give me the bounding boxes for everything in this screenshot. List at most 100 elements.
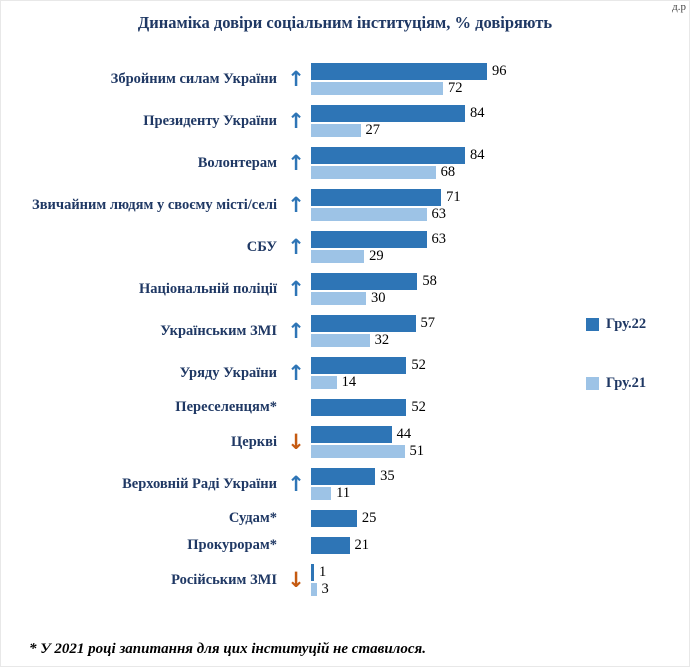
trend-up-icon: ↑: [287, 66, 305, 91]
bar-value-dec22: 44: [396, 426, 412, 442]
bar-dec21: [311, 334, 370, 347]
trend-up-icon: ↑: [287, 108, 305, 133]
bar-row-dec22: 84: [311, 147, 579, 164]
bar-row-dec22: 52: [311, 399, 579, 416]
legend-label-dec21: Гру.21: [606, 375, 647, 391]
category-label: Збройним силам України: [110, 70, 277, 87]
chart-row: Українським ЗМІ ↑ 57 32: [19, 315, 579, 348]
bar-value-dec21: 27: [365, 122, 381, 138]
category-label: Звичайним людям у своєму місті/селі: [32, 196, 277, 213]
bar-row-dec21: 3: [311, 581, 579, 597]
bar-row-dec22: 44: [311, 426, 579, 443]
bar-value-dec22: 52: [411, 357, 426, 373]
trend-up-icon: ↑: [287, 471, 305, 496]
bar-dec21: [311, 376, 337, 389]
chart-row: Збройним силам України ↑ 96 72: [19, 63, 579, 96]
bar-row-dec21: 14: [311, 374, 579, 390]
bar-dec22: [311, 63, 487, 80]
bar-group: 21: [311, 537, 579, 554]
bar-row-dec22: 57: [311, 315, 579, 332]
chart-row: Волонтерам ↑ 84 68: [19, 147, 579, 180]
bar-group: 84 68: [311, 147, 579, 180]
bar-dec22: [311, 426, 392, 443]
bar-dec22: [311, 105, 465, 122]
bar-row-dec22: 58: [311, 273, 579, 290]
chart-row: Президенту України ↑ 84 27: [19, 105, 579, 138]
bar-row-dec21: 68: [311, 164, 579, 180]
bar-value-dec21: 63: [431, 206, 447, 222]
bar-value-dec21: 29: [369, 248, 384, 264]
bar-dec21: [311, 166, 436, 179]
bar-value-dec22: 96: [492, 63, 507, 79]
bar-group: 25: [311, 510, 579, 527]
bar-value-dec22: 84: [470, 147, 485, 163]
bar-value-dec21: 68: [440, 164, 456, 180]
chart-rows: Збройним силам України ↑ 96 72 Президенту Ук…: [19, 63, 579, 606]
bar-row-dec21: 51: [311, 443, 579, 459]
chart-row: Церкві ↓ 44 51: [19, 426, 579, 459]
bar-value-dec21: 14: [341, 374, 357, 390]
bar-dec22: [311, 357, 407, 374]
category-label: СБУ: [246, 238, 277, 255]
bar-dec22: [311, 273, 418, 290]
trend-up-icon: ↑: [287, 360, 305, 385]
chart-title: Динаміка довіри соціальним інституціям, …: [137, 13, 553, 32]
corner-partial-text: д.р: [672, 1, 686, 13]
bar-dec22: [311, 468, 376, 485]
chart-row: Переселенцям* 52: [19, 399, 579, 416]
bar-group: 57 32: [311, 315, 579, 348]
bar-group: 71 63: [311, 189, 579, 222]
bar-dec21: [311, 208, 427, 221]
bar-dec22: [311, 564, 314, 581]
bar-row-dec21: 27: [311, 122, 579, 138]
bar-value-dec22: 25: [361, 510, 377, 526]
legend: Гру.22 Гру.21: [586, 316, 646, 434]
bar-group: 44 51: [311, 426, 579, 459]
bar-value-dec22: 1: [319, 564, 327, 580]
bar-group: 52: [311, 399, 579, 416]
bar-dec21: [311, 583, 317, 596]
bar-value-dec22: 21: [354, 537, 370, 553]
bar-row-dec22: 52: [311, 357, 579, 374]
bar-row-dec22: 84: [311, 105, 579, 122]
category-label: Верховній Раді України: [122, 475, 277, 492]
bar-row-dec21: 11: [311, 485, 579, 501]
bar-dec21: [311, 292, 366, 305]
bar-group: 58 30: [311, 273, 579, 306]
bar-row-dec21: 32: [311, 332, 579, 348]
bar-dec21: [311, 82, 443, 95]
bar-dec22: [311, 399, 407, 416]
bar-value-dec21: 11: [336, 485, 351, 501]
bar-value-dec22: 52: [411, 399, 426, 415]
category-label: Прокурорам*: [187, 537, 277, 554]
bar-group: 84 27: [311, 105, 579, 138]
bar-value-dec22: 71: [446, 189, 461, 205]
category-label: Національній поліції: [138, 280, 277, 297]
bar-dec22: [311, 537, 350, 554]
trend-down-icon: ↓: [287, 567, 305, 592]
legend-item-dec22: Гру.22: [586, 316, 646, 333]
bar-group: 35 11: [311, 468, 579, 501]
trend-up-icon: ↑: [287, 150, 305, 175]
bar-group: 63 29: [311, 231, 579, 264]
chart-row: СБУ ↑ 63 29: [19, 231, 579, 264]
bar-dec21: [311, 445, 405, 458]
bar-group: 96 72: [311, 63, 579, 96]
trend-up-icon: ↑: [287, 318, 305, 343]
bar-value-dec21: 30: [371, 290, 386, 306]
bar-group: 52 14: [311, 357, 579, 390]
chart-row: Уряду України ↑ 52 14: [19, 357, 579, 390]
chart-row: Прокурорам* 21: [19, 537, 579, 554]
category-label: Волонтерам: [197, 154, 277, 171]
bar-value-dec22: 84: [470, 105, 485, 121]
category-label: Уряду України: [179, 364, 277, 381]
bar-dec22: [311, 147, 465, 164]
chart-row: Звичайним людям у своєму місті/селі ↑ 71 63: [19, 189, 579, 222]
bar-value-dec21: 51: [409, 443, 425, 459]
category-label: Українським ЗМІ: [160, 322, 277, 339]
bar-dec22: [311, 510, 357, 527]
bar-row-dec21: 63: [311, 206, 579, 222]
bar-value-dec21: 72: [448, 80, 463, 96]
